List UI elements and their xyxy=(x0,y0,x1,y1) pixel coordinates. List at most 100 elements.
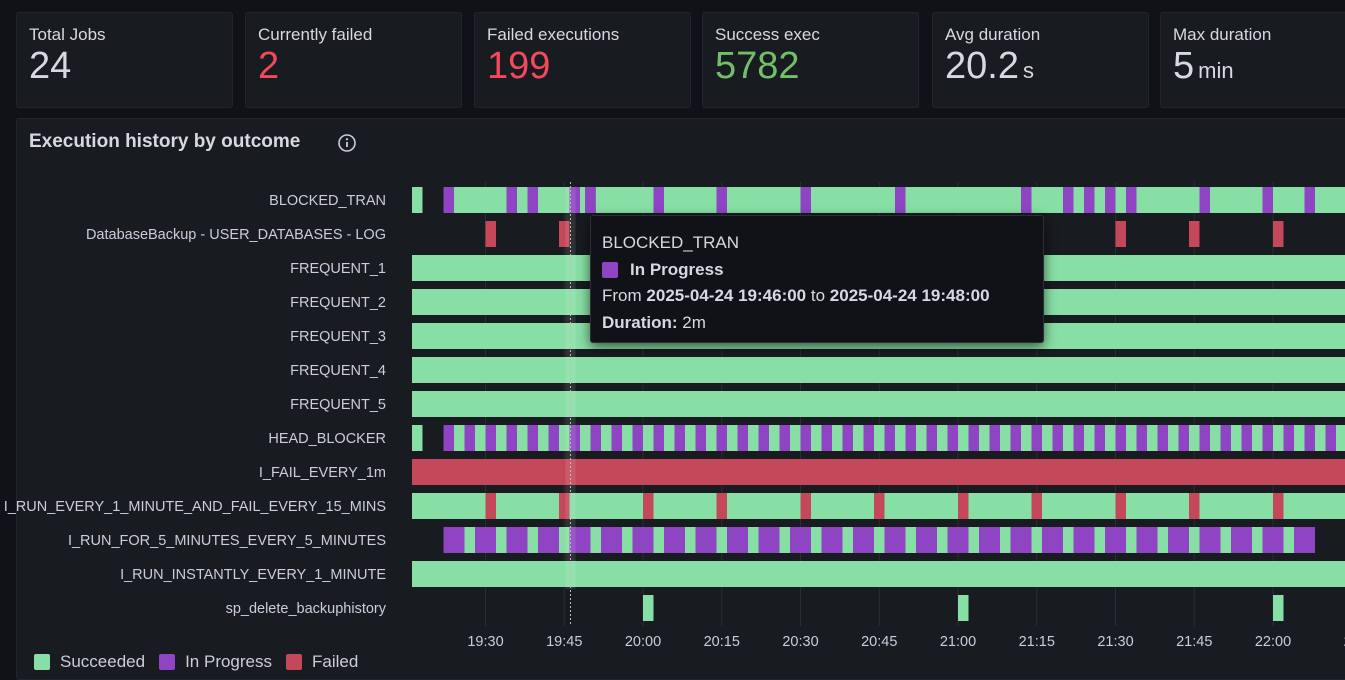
timeline-segment xyxy=(1126,527,1137,553)
timeline-segment xyxy=(1283,425,1294,451)
timeline-segment xyxy=(1105,527,1126,553)
timeline-segment xyxy=(821,425,832,451)
stat-title: Max duration xyxy=(1173,25,1272,44)
x-tick-label: 22 xyxy=(1344,634,1345,650)
legend-item-in-progress[interactable]: In Progress xyxy=(159,652,272,672)
timeline-segment xyxy=(968,425,979,451)
timeline-segment xyxy=(1315,187,1345,213)
stat-title: Avg duration xyxy=(945,25,1041,44)
timeline-segment xyxy=(1231,425,1242,451)
timeline-segment xyxy=(1073,527,1095,553)
timeline-segment xyxy=(947,527,969,553)
timeline-segment xyxy=(1241,425,1252,451)
timeline-segment xyxy=(905,425,916,451)
timeline-segment xyxy=(1042,527,1063,553)
timeline-segment xyxy=(1084,187,1095,213)
row-label: sp_delete_backuphistory xyxy=(226,601,387,617)
timeline-segment xyxy=(821,527,843,553)
timeline-segment xyxy=(716,493,727,519)
row-label: FREQUENT_5 xyxy=(290,397,386,413)
row-label: I_RUN_FOR_5_MINUTES_EVERY_5_MINUTES xyxy=(68,533,386,549)
timeline-segment xyxy=(664,527,685,553)
timeline-segment xyxy=(1283,527,1294,553)
timeline-segment xyxy=(485,221,496,247)
timeline-segment xyxy=(1094,527,1105,553)
timeline-segment xyxy=(1010,527,1032,553)
stat-title: Failed executions xyxy=(487,25,620,44)
timeline-segment xyxy=(937,425,948,451)
x-tick-label: 19:30 xyxy=(467,634,503,650)
timeline-segment xyxy=(569,527,591,553)
info-icon[interactable] xyxy=(337,133,357,158)
x-tick-label: 21:45 xyxy=(1176,634,1212,650)
x-tick-label: 19:45 xyxy=(546,634,582,650)
timeline-segment xyxy=(895,425,906,451)
timeline-segment xyxy=(842,425,853,451)
timeline-segment xyxy=(853,425,864,451)
timeline-segment xyxy=(1273,187,1305,213)
timeline-segment xyxy=(1157,527,1168,553)
timeline-segment xyxy=(412,459,1345,485)
timeline-segment xyxy=(1063,527,1074,553)
timeline-segment xyxy=(800,493,811,519)
timeline-segment xyxy=(1178,425,1189,451)
timeline-segment xyxy=(779,527,790,553)
row-label: FREQUENT_2 xyxy=(290,295,386,311)
timeline-segment xyxy=(653,425,664,451)
legend-swatch xyxy=(286,654,303,670)
timeline-segment xyxy=(1273,493,1284,519)
legend-item-failed[interactable]: Failed xyxy=(286,652,358,672)
timeline-segment xyxy=(1273,221,1284,247)
timeline-segment xyxy=(1042,425,1053,451)
timeline-segment xyxy=(1031,493,1042,519)
timeline-segment xyxy=(527,425,538,451)
timeline-segment xyxy=(559,221,570,247)
legend-label: Succeeded xyxy=(60,652,146,671)
timeline-segment xyxy=(412,357,1345,383)
timeline-segment xyxy=(664,425,675,451)
timeline-segment xyxy=(1115,187,1126,213)
timeline-segment xyxy=(559,425,570,451)
x-tick-label: 21:30 xyxy=(1097,634,1133,650)
stat-currently-failed: Currently failed 2 xyxy=(245,12,462,108)
timeline-segment xyxy=(832,425,843,451)
legend-swatch xyxy=(34,654,50,670)
timeline-segment xyxy=(1094,425,1105,451)
timeline-segment xyxy=(1063,425,1074,451)
timeline-segment xyxy=(1231,527,1252,553)
timeline-segment xyxy=(968,527,979,553)
timeline-segment xyxy=(874,493,885,519)
timeline-segment xyxy=(548,425,559,451)
timeline-segment xyxy=(989,425,1000,451)
timeline-segment xyxy=(1094,187,1105,213)
timeline-segment xyxy=(905,187,1021,213)
timeline-segment xyxy=(601,527,622,553)
timeline-segment xyxy=(958,425,969,451)
timeline-segment xyxy=(1262,527,1284,553)
timeline-segment xyxy=(1031,527,1042,553)
timeline-segment xyxy=(464,527,475,553)
legend-item-succeeded[interactable]: Succeeded xyxy=(34,652,145,672)
stat-value: 24 xyxy=(29,45,72,87)
timeline-segment xyxy=(1304,425,1315,451)
timeline-segment xyxy=(1000,527,1011,553)
x-tick-label: 20:00 xyxy=(625,634,661,650)
timeline-segment xyxy=(1315,425,1326,451)
stat-avg-duration: Avg duration 20.2 s xyxy=(932,12,1149,108)
timeline-segment xyxy=(1262,425,1273,451)
timeline-segment xyxy=(475,527,496,553)
timeline-segment xyxy=(1115,493,1126,519)
stat-max-duration: Max duration 5 min xyxy=(1160,12,1345,108)
row-label: I_RUN_INSTANTLY_EVERY_1_MINUTE xyxy=(120,567,386,583)
timeline-segment xyxy=(632,425,643,451)
timeline-segment xyxy=(1126,187,1137,213)
timeline-segment xyxy=(1220,425,1231,451)
timeline-segment xyxy=(653,527,664,553)
timeline-segment xyxy=(506,527,528,553)
timeline-segment xyxy=(622,425,633,451)
timeline-segment xyxy=(1220,527,1231,553)
timeline-segment xyxy=(527,187,538,213)
tooltip-range: From 2025-04-24 19:46:00 to 2025-04-24 1… xyxy=(602,286,990,306)
timeline-segment xyxy=(585,187,596,213)
